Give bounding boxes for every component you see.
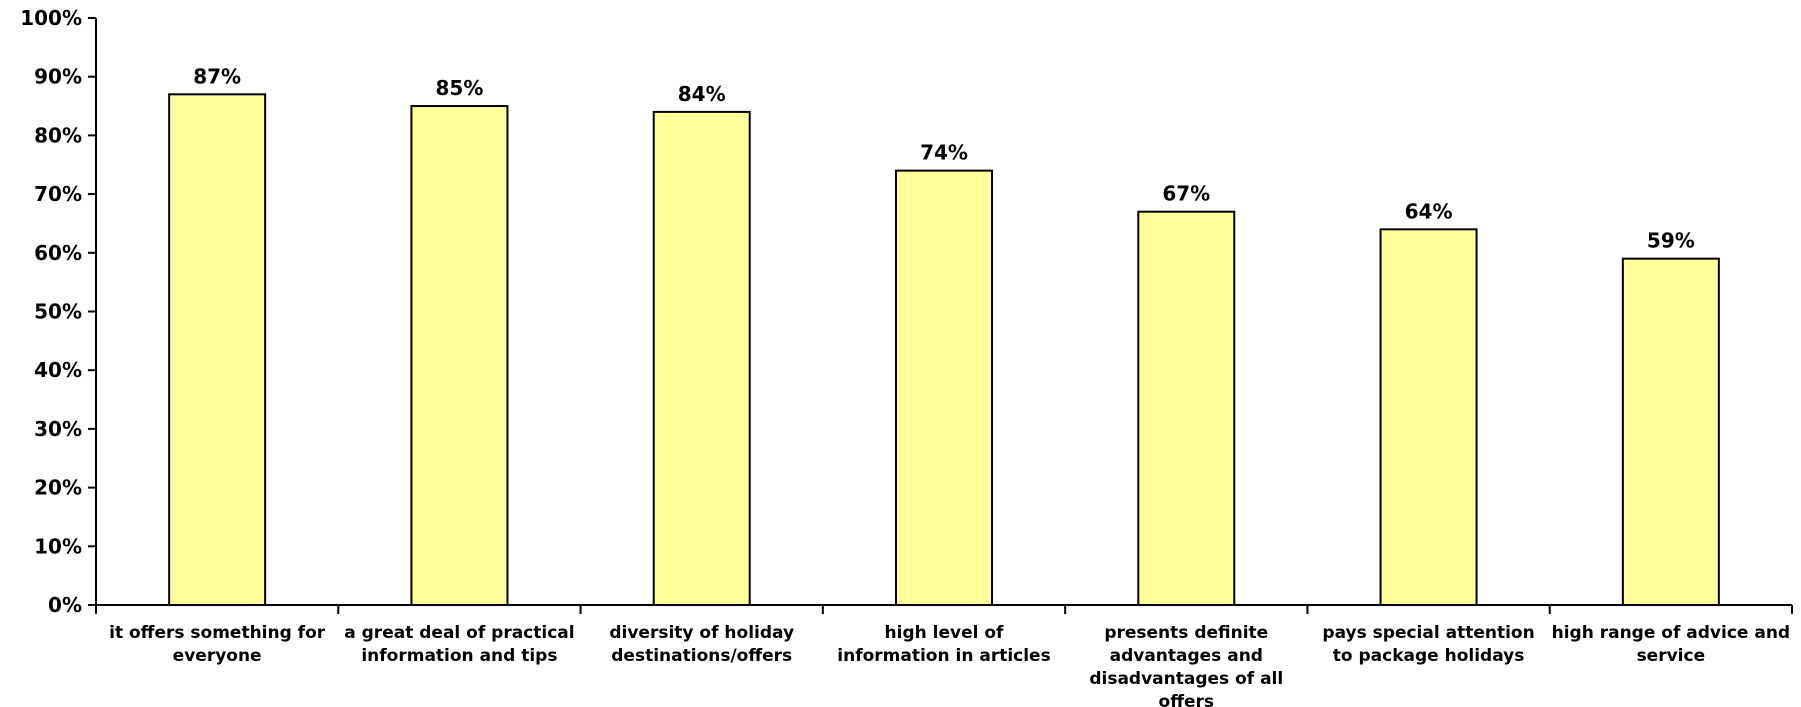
- category-label: a great deal of practical information and…: [344, 623, 574, 666]
- bar-value-label: 85%: [435, 76, 483, 100]
- category-label-line: offers: [1159, 692, 1214, 707]
- bars: [168, 93, 1720, 607]
- y-tick-label: 100%: [20, 6, 82, 30]
- bar: [410, 105, 509, 607]
- bar-value-label: 67%: [1162, 182, 1210, 206]
- value-labels: 87% 85% 84% 74% 67% 64% 59%: [193, 64, 1695, 252]
- category-label: pays special attention to package holiday…: [1322, 623, 1534, 666]
- category-label-line: information and tips: [361, 646, 557, 666]
- y-tick-label: 70%: [34, 182, 82, 206]
- category-label-line: pays special attention: [1322, 623, 1534, 643]
- category-label-line: diversity of holiday: [609, 623, 794, 643]
- category-label-line: disadvantages of all: [1089, 669, 1283, 689]
- category-labels: it offers something for everyone a great d…: [109, 623, 1790, 707]
- y-tick-label: 60%: [34, 241, 82, 265]
- y-tick-label: 30%: [34, 417, 82, 441]
- y-axis: 0% 10% 20% 30% 40% 50% 60% 70% 80% 90% 100%: [20, 6, 97, 617]
- bar-value-label: 84%: [678, 82, 726, 106]
- bar: [1621, 257, 1720, 606]
- category-label: high level of information in articles: [837, 623, 1050, 666]
- y-tick-label: 50%: [34, 300, 82, 324]
- y-tick-label: 80%: [34, 123, 82, 147]
- category-label-line: information in articles: [837, 646, 1050, 666]
- category-label-line: high level of: [885, 623, 1005, 643]
- y-tick-label: 0%: [48, 593, 82, 617]
- bar: [1137, 210, 1236, 607]
- category-label: diversity of holiday destinations/offers: [609, 623, 794, 666]
- category-label-line: high range of advice and: [1552, 623, 1791, 643]
- category-label: it offers something for everyone: [109, 623, 326, 666]
- category-label-line: presents definite: [1104, 623, 1268, 643]
- y-tick-label: 40%: [34, 358, 82, 382]
- bar: [652, 110, 751, 606]
- category-label: high range of advice and service: [1552, 623, 1791, 666]
- category-label: presents definite advantages and disadvant…: [1089, 623, 1283, 707]
- category-label-line: service: [1637, 646, 1706, 666]
- bar: [1379, 228, 1478, 606]
- y-tick-label: 90%: [34, 65, 82, 89]
- y-tick-label: 20%: [34, 476, 82, 500]
- bar-value-label: 59%: [1647, 229, 1695, 253]
- category-label-line: advantages and: [1110, 646, 1263, 666]
- category-label-line: it offers something for: [109, 623, 326, 643]
- bar: [895, 169, 993, 606]
- x-axis: [95, 604, 1793, 614]
- bar: [168, 93, 267, 606]
- category-label-line: to package holidays: [1333, 646, 1525, 666]
- bar-value-label: 74%: [920, 141, 968, 165]
- category-label-line: everyone: [173, 646, 262, 666]
- bar-value-label: 64%: [1405, 199, 1453, 223]
- category-label-line: a great deal of practical: [344, 623, 574, 643]
- category-label-line: destinations/offers: [611, 646, 792, 666]
- bar-value-label: 87%: [193, 64, 241, 88]
- y-tick-label: 10%: [34, 534, 82, 558]
